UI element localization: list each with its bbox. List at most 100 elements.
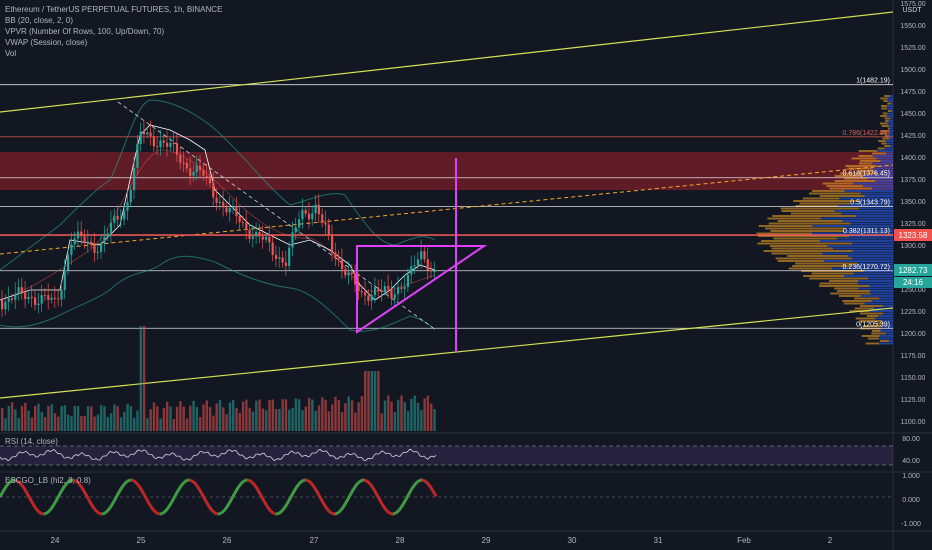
candle-body[interactable]	[284, 262, 287, 266]
candle-body[interactable]	[291, 232, 294, 248]
candle-body[interactable]	[281, 257, 284, 263]
candle-body[interactable]	[83, 236, 86, 243]
candle-body[interactable]	[133, 167, 136, 191]
candle-body[interactable]	[24, 292, 27, 300]
candle-body[interactable]	[185, 162, 188, 169]
candle-body[interactable]	[364, 292, 367, 296]
candle-body[interactable]	[113, 215, 116, 223]
candle-body[interactable]	[420, 251, 423, 260]
candle-body[interactable]	[248, 229, 251, 239]
candle-body[interactable]	[199, 165, 202, 171]
candle-body[interactable]	[103, 236, 106, 244]
candle-body[interactable]	[7, 298, 10, 302]
escgo-legend[interactable]: ESCGO_LB (hl2, 8, 0.8)	[5, 476, 91, 485]
indicator-legend[interactable]: Ethereum / TetherUS PERPETUAL FUTURES, 1…	[5, 4, 222, 59]
candle-body[interactable]	[265, 236, 268, 240]
candle-body[interactable]	[340, 260, 344, 270]
candle-body[interactable]	[76, 231, 80, 239]
candle-body[interactable]	[100, 243, 103, 252]
candle-body[interactable]	[4, 301, 7, 310]
candle-body[interactable]	[116, 215, 119, 220]
candle-body[interactable]	[377, 287, 380, 291]
candle-body[interactable]	[423, 251, 426, 260]
fibonacci-levels[interactable]: 1(1482.19) 0.786(1422.95) 0.618(1376.45) 0.…	[0, 78, 893, 329]
candle-body[interactable]	[258, 231, 261, 237]
candle-body[interactable]	[430, 270, 433, 272]
candle-body[interactable]	[192, 171, 195, 176]
candle-body[interactable]	[189, 168, 192, 176]
candle-body[interactable]	[304, 209, 307, 214]
candle-body[interactable]	[327, 224, 330, 236]
candle-body[interactable]	[397, 287, 400, 295]
candle-body[interactable]	[222, 201, 225, 208]
candle-body[interactable]	[156, 146, 159, 148]
candle-body[interactable]	[60, 289, 63, 300]
bb-legend[interactable]: BB (20, close, 2, 0)	[5, 16, 74, 25]
candle-body[interactable]	[416, 259, 419, 266]
candle-body[interactable]	[307, 213, 311, 220]
candle-body[interactable]	[169, 142, 172, 147]
candle-body[interactable]	[324, 222, 327, 225]
candle-body[interactable]	[298, 219, 301, 228]
candle-body[interactable]	[215, 197, 218, 204]
candle-body[interactable]	[271, 242, 274, 256]
candle-body[interactable]	[294, 227, 297, 233]
candle-body[interactable]	[172, 142, 175, 144]
candle-body[interactable]	[218, 201, 221, 204]
candle-body[interactable]	[393, 294, 396, 299]
candle-body[interactable]	[288, 247, 291, 266]
candle-body[interactable]	[354, 273, 357, 285]
candle-body[interactable]	[413, 265, 416, 267]
candle-body[interactable]	[317, 204, 320, 215]
candle-body[interactable]	[228, 208, 231, 213]
candle-body[interactable]	[129, 190, 132, 203]
candle-body[interactable]	[241, 222, 245, 224]
candle-body[interactable]	[149, 132, 152, 137]
candle-body[interactable]	[337, 258, 340, 261]
candle-body[interactable]	[406, 274, 410, 287]
candle-body[interactable]	[205, 175, 208, 177]
candle-body[interactable]	[73, 238, 76, 245]
candle-body[interactable]	[17, 287, 20, 294]
candle-body[interactable]	[360, 291, 363, 293]
candle-body[interactable]	[123, 210, 126, 220]
upper-trendline[interactable]	[0, 11, 894, 113]
lower-trendline[interactable]	[0, 307, 894, 399]
candle-body[interactable]	[47, 295, 50, 300]
candle-body[interactable]	[390, 288, 393, 299]
candle-body[interactable]	[80, 231, 83, 237]
descending-dashed-line[interactable]	[117, 101, 437, 331]
candle-body[interactable]	[350, 272, 353, 274]
candle-body[interactable]	[30, 297, 33, 299]
candle-body[interactable]	[195, 165, 198, 172]
candle-body[interactable]	[331, 235, 334, 253]
candle-body[interactable]	[367, 295, 370, 301]
candle-body[interactable]	[278, 257, 281, 259]
candle-body[interactable]	[1, 300, 4, 310]
candle-body[interactable]	[255, 231, 258, 237]
symbol-title[interactable]: Ethereum / TetherUS PERPETUAL FUTURES, 1…	[5, 5, 223, 14]
candlesticks[interactable]	[1, 120, 436, 318]
symmetrical-triangle[interactable]	[356, 245, 488, 334]
candle-body[interactable]	[357, 284, 360, 292]
candle-body[interactable]	[182, 162, 185, 164]
candle-body[interactable]	[14, 293, 17, 300]
candle-body[interactable]	[274, 255, 278, 259]
candle-body[interactable]	[53, 297, 56, 299]
candle-body[interactable]	[90, 241, 93, 245]
candle-body[interactable]	[433, 271, 436, 273]
candle-body[interactable]	[34, 297, 37, 305]
candle-body[interactable]	[347, 272, 350, 276]
candle-body[interactable]	[383, 285, 386, 292]
candle-body[interactable]	[86, 241, 89, 243]
candle-body[interactable]	[400, 287, 403, 289]
candle-body[interactable]	[261, 236, 264, 240]
candle-body[interactable]	[10, 298, 14, 300]
candle-body[interactable]	[166, 142, 169, 147]
rsi-legend[interactable]: RSI (14, close)	[5, 437, 58, 446]
dashed-trendline[interactable]	[0, 164, 894, 255]
candle-body[interactable]	[235, 206, 238, 217]
candle-body[interactable]	[142, 131, 146, 135]
candle-body[interactable]	[238, 216, 241, 223]
